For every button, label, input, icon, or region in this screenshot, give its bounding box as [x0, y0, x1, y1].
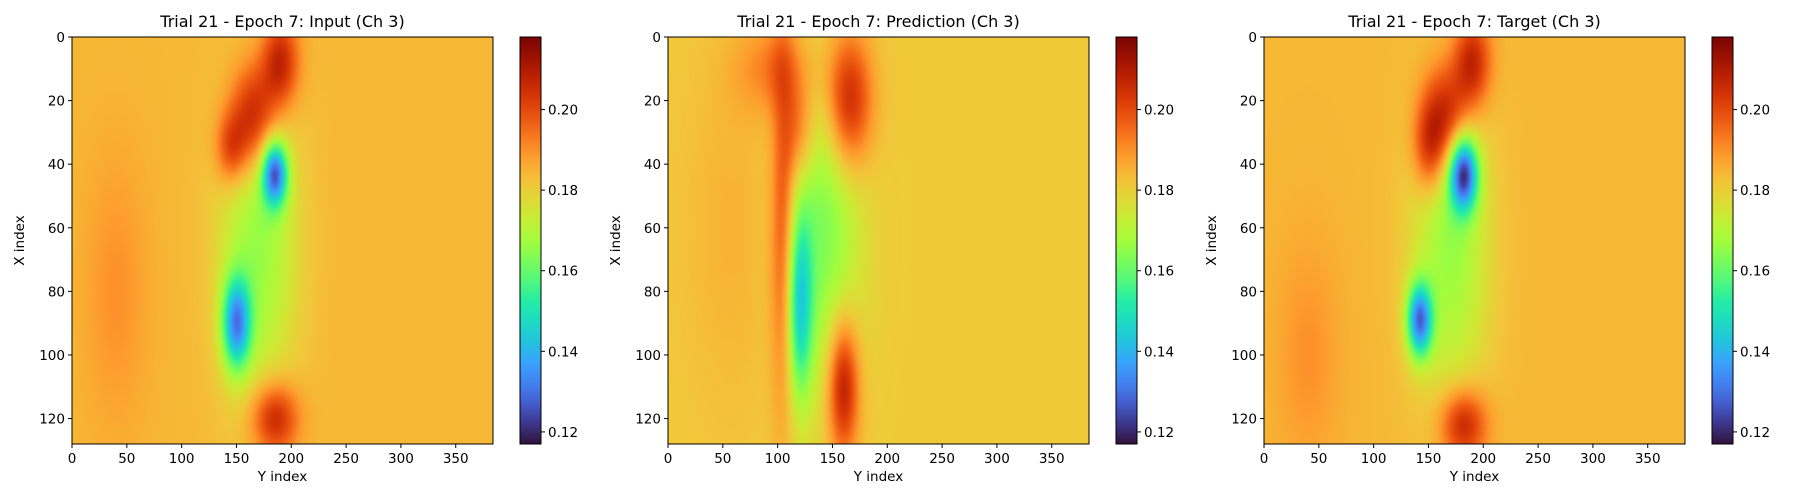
- x-tick-label-2-5: 250: [1525, 451, 1551, 467]
- y-tick-label-0-2: 40: [48, 157, 65, 173]
- colorbar-tick-label-0-0: 0.12: [548, 425, 578, 441]
- colorbar-1: [1116, 37, 1137, 444]
- y-tick-label-2-0: 0: [1248, 30, 1257, 46]
- heatmap-image-0: [72, 37, 493, 444]
- colorbar-frame-1: [1115, 36, 1138, 445]
- colorbar-tick-label-2-0: 0.12: [1740, 425, 1770, 441]
- x-tick-label-1-1: 50: [714, 451, 731, 467]
- x-tick-label-0-5: 250: [333, 451, 359, 467]
- x-axis-label-0: Y index: [257, 469, 307, 485]
- y-tick-label-0-6: 120: [39, 412, 65, 428]
- y-tick-label-2-5: 100: [1231, 348, 1257, 364]
- x-tick-label-2-0: 0: [1260, 451, 1269, 467]
- x-tick-label-2-4: 200: [1470, 451, 1496, 467]
- x-tick-label-2-1: 50: [1310, 451, 1327, 467]
- heatmap-image-1: [668, 37, 1089, 444]
- y-axis-label-0: X index: [12, 215, 28, 265]
- y-tick-label-0-4: 80: [48, 284, 65, 300]
- x-tick-label-0-7: 350: [443, 451, 469, 467]
- y-tick-label-2-3: 60: [1240, 221, 1257, 237]
- colorbar-frame-0: [519, 36, 542, 445]
- y-axis-label-1: X index: [608, 215, 624, 265]
- colorbar-tick-label-2-2: 0.16: [1740, 264, 1770, 280]
- y-tick-label-1-6: 120: [635, 412, 661, 428]
- x-tick-label-1-2: 100: [765, 451, 791, 467]
- colorbar-tick-label-1-4: 0.20: [1144, 103, 1174, 119]
- chart-title-2: Trial 21 - Epoch 7: Target (Ch 3): [1347, 12, 1600, 31]
- colorbar-tick-label-0-3: 0.18: [548, 183, 578, 199]
- x-tick-label-2-7: 350: [1635, 451, 1661, 467]
- y-tick-label-1-3: 60: [644, 221, 661, 237]
- colorbar-2: [1712, 37, 1733, 444]
- y-tick-label-1-4: 80: [644, 284, 661, 300]
- x-tick-label-0-4: 200: [278, 451, 304, 467]
- colorbar-tick-label-1-1: 0.14: [1144, 344, 1174, 360]
- y-tick-label-0-5: 100: [39, 348, 65, 364]
- axes-frame-1: [667, 36, 1090, 445]
- x-tick-label-0-3: 150: [224, 451, 250, 467]
- x-tick-label-2-3: 150: [1416, 451, 1442, 467]
- chart-title-1: Trial 21 - Epoch 7: Prediction (Ch 3): [736, 12, 1019, 31]
- y-tick-label-0-0: 0: [56, 30, 65, 46]
- colorbar-tick-label-2-4: 0.20: [1740, 103, 1770, 119]
- y-tick-label-2-6: 120: [1231, 412, 1257, 428]
- x-tick-label-2-2: 100: [1361, 451, 1387, 467]
- axes-frame-2: [1263, 36, 1686, 445]
- x-tick-label-0-0: 0: [68, 451, 77, 467]
- y-tick-label-2-4: 80: [1240, 284, 1257, 300]
- x-tick-label-2-6: 300: [1580, 451, 1606, 467]
- colorbar-tick-label-2-3: 0.18: [1740, 183, 1770, 199]
- y-tick-label-0-3: 60: [48, 221, 65, 237]
- colorbar-frame-2: [1711, 36, 1734, 445]
- x-tick-label-1-3: 150: [820, 451, 846, 467]
- x-tick-label-1-5: 250: [929, 451, 955, 467]
- y-tick-label-1-5: 100: [635, 348, 661, 364]
- chart-title-0: Trial 21 - Epoch 7: Input (Ch 3): [159, 12, 404, 31]
- colorbar-tick-label-1-3: 0.18: [1144, 183, 1174, 199]
- y-tick-label-2-2: 40: [1240, 157, 1257, 173]
- colorbar-tick-label-0-2: 0.16: [548, 264, 578, 280]
- x-tick-label-0-2: 100: [169, 451, 195, 467]
- x-tick-label-1-6: 300: [984, 451, 1010, 467]
- colorbar-tick-label-1-2: 0.16: [1144, 264, 1174, 280]
- colorbar-tick-label-1-0: 0.12: [1144, 425, 1174, 441]
- x-tick-label-0-6: 300: [388, 451, 414, 467]
- heatmap-image-2: [1264, 37, 1685, 444]
- x-tick-label-0-1: 50: [118, 451, 135, 467]
- colorbar-tick-label-0-4: 0.20: [548, 103, 578, 119]
- y-tick-label-0-1: 20: [48, 94, 65, 110]
- axes-frame-0: [71, 36, 494, 445]
- colorbar-0: [520, 37, 541, 444]
- colorbar-tick-label-0-1: 0.14: [548, 344, 578, 360]
- x-tick-label-1-0: 0: [664, 451, 673, 467]
- x-tick-label-1-4: 200: [874, 451, 900, 467]
- y-axis-label-2: X index: [1204, 215, 1220, 265]
- y-tick-label-2-1: 20: [1240, 94, 1257, 110]
- x-tick-label-1-7: 350: [1039, 451, 1065, 467]
- y-tick-label-1-2: 40: [644, 157, 661, 173]
- y-tick-label-1-1: 20: [644, 94, 661, 110]
- x-axis-label-1: Y index: [853, 469, 903, 485]
- y-tick-label-1-0: 0: [652, 30, 661, 46]
- colorbar-tick-label-2-1: 0.14: [1740, 344, 1770, 360]
- x-axis-label-2: Y index: [1449, 469, 1499, 485]
